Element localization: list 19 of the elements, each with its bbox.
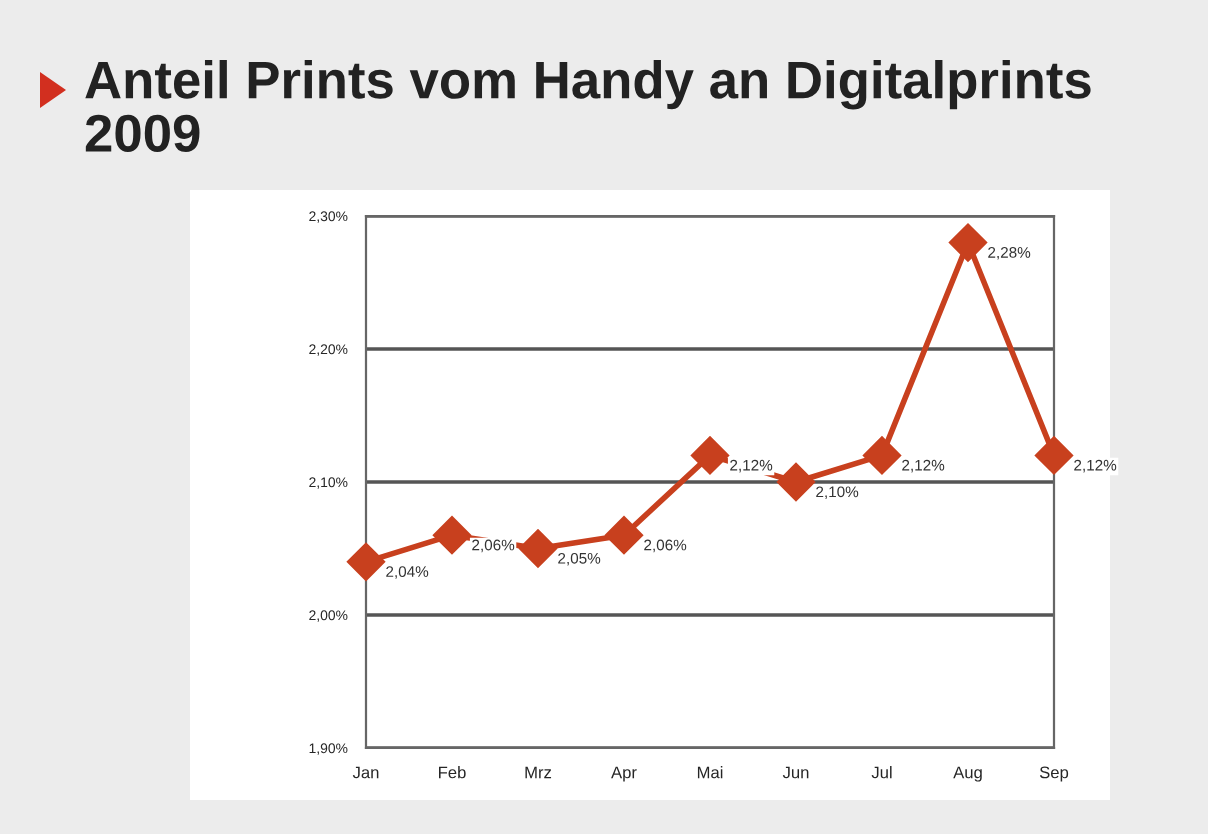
x-tick-label: Jun	[782, 766, 809, 779]
x-tick-label: Mrz	[525, 766, 552, 779]
point	[518, 529, 558, 568]
x-tick-label: Apr	[611, 766, 637, 782]
point	[346, 542, 386, 581]
x-tick-label: Aug	[953, 766, 982, 782]
point	[1034, 436, 1074, 475]
chart-title: Anteil Prints vom Handy an Digitalprints 2009	[85, 60, 1091, 153]
x-tick-label: Feb	[439, 766, 466, 779]
point	[776, 462, 816, 502]
point	[432, 516, 472, 555]
x-tick-label: Jan	[352, 766, 379, 779]
point	[604, 516, 644, 555]
point	[862, 436, 902, 475]
x-tick-label: Sep	[1039, 766, 1069, 782]
x-tick-label: Jul	[871, 766, 892, 779]
x-tick-label: Mai	[697, 766, 723, 779]
point	[690, 436, 730, 475]
point	[948, 223, 988, 262]
